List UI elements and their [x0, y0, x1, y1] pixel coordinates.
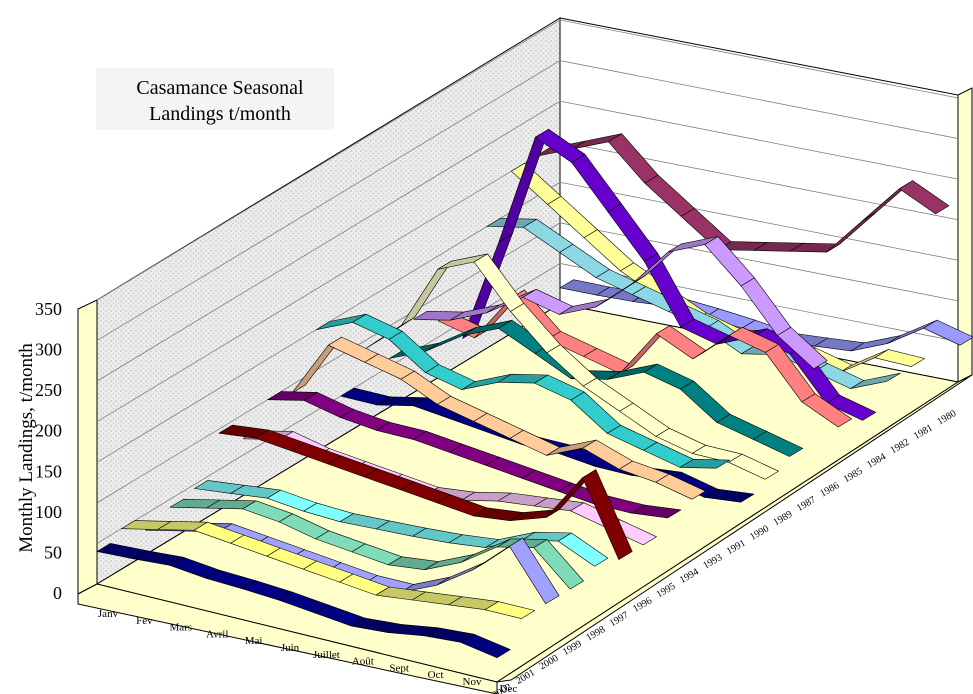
series-2002	[96, 543, 511, 659]
chart-title-line-2: Landings t/month	[149, 103, 291, 125]
series-tick-label: 1990	[748, 523, 771, 543]
y-axis-ticks: 0 50 100 150 200 250 300 350	[35, 299, 62, 603]
y-axis-label: Monthly Landings, t/month	[16, 343, 37, 553]
x-tick-label: Fev	[136, 615, 153, 627]
ribbon-segment	[484, 601, 536, 619]
ribbon-segment	[533, 539, 584, 590]
series-1997	[218, 424, 633, 560]
gridline-250	[96, 100, 959, 382]
ribbon-segment	[850, 372, 901, 389]
series-tick-label: 1995	[655, 581, 678, 601]
ribbon-segment	[801, 393, 852, 428]
x-tick-label: Mai	[245, 635, 263, 647]
series-2001	[121, 520, 536, 619]
series-tick-label: 1989	[772, 509, 795, 529]
series-1987	[413, 236, 828, 370]
y-tick-label: 200	[35, 421, 62, 441]
floor-front-edge	[77, 583, 498, 694]
y-tick-label: 150	[35, 461, 62, 481]
x-tick-label: Oct	[428, 669, 444, 681]
ribbon-segment	[703, 488, 755, 503]
series-tick-label: 1994	[678, 566, 701, 586]
ribbon-segment	[874, 349, 926, 367]
x-tick-label: Dec	[500, 683, 518, 694]
ribbon-segment	[582, 469, 633, 560]
ribbon-segment	[777, 326, 828, 370]
chart-title-line-1: Casamance Seasonal	[136, 77, 304, 99]
title-box	[96, 68, 334, 130]
gridline-350	[96, 19, 959, 301]
ribbon-segment	[923, 319, 973, 346]
series-tick-label: 1981	[912, 422, 935, 442]
ribbon-segment	[752, 430, 804, 457]
series-1994	[291, 336, 706, 500]
y-tick-label: 0	[53, 583, 62, 603]
ribbon-segment	[825, 394, 877, 421]
gridlines	[96, 19, 959, 544]
ribbon-segment	[898, 180, 950, 215]
series-1985	[462, 128, 877, 421]
ribbon-segment	[630, 504, 682, 519]
gridline-300	[96, 60, 959, 341]
x-tick-label: Mars	[169, 622, 192, 634]
y-tick-label: 250	[35, 380, 62, 400]
ribbon-segment	[679, 458, 731, 469]
series-tick-label: 1991	[725, 538, 748, 558]
x-tick-label: Juillet	[313, 649, 340, 661]
series-tick-label: 1984	[865, 451, 888, 471]
y-tick-label: 50	[44, 542, 62, 562]
series-tick-label: 1980	[935, 408, 958, 428]
series-1998	[194, 480, 609, 567]
side-wall-edge	[77, 299, 98, 595]
x-axis-ticks: Janv Fev Mars Avril Mai Juin Juillet Août Sept Oc…	[98, 608, 517, 694]
ribbon-segment	[655, 473, 706, 500]
x-tick-label: Juin	[281, 642, 300, 654]
series-tick-label: 1993	[701, 552, 724, 572]
series-1999	[169, 498, 584, 590]
x-tick-label: Nov	[463, 676, 482, 688]
floor-right-edge	[496, 374, 973, 683]
x-tick-label: Août	[352, 656, 374, 668]
series-1993	[315, 313, 731, 469]
y-tick-label: 100	[35, 502, 62, 522]
y-tick-label: 350	[35, 299, 62, 319]
series-tick-label: 1987	[795, 494, 818, 514]
series-1981	[535, 133, 950, 253]
series-tick-label: 1985	[842, 466, 865, 486]
x-tick-label: Janv	[98, 608, 119, 620]
ribbons	[96, 128, 973, 659]
gridline-150	[96, 181, 959, 463]
series-1990	[364, 253, 779, 480]
series-tick-label: 1982	[889, 437, 912, 457]
ribbon-segment	[509, 537, 560, 605]
series-tick-label: 1986	[818, 480, 841, 500]
gridline-50	[96, 263, 959, 544]
gridline-100	[96, 222, 959, 504]
ribbon-segment	[557, 532, 609, 567]
y-tick-label: 300	[35, 340, 62, 360]
ribbon-segment	[460, 633, 511, 659]
x-tick-label: Avril	[206, 628, 228, 640]
ribbon-segment	[728, 453, 779, 480]
x-tick-label: Sept	[389, 662, 409, 674]
